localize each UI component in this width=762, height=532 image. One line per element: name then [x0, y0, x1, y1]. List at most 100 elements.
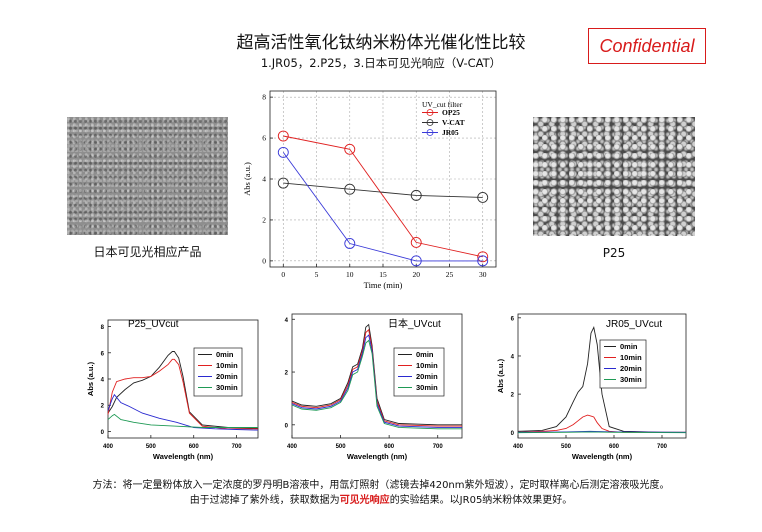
sem-image-vcat: [67, 117, 228, 235]
x-tick-label: 25: [446, 270, 454, 279]
data-point-jr05: [344, 238, 356, 249]
data-point-op25: [277, 130, 289, 142]
sem-caption-p25: P25: [602, 246, 626, 260]
legend-label-jr05: JR05: [442, 128, 459, 137]
x-tick-label: 10: [346, 270, 354, 279]
data-point-op25: [477, 251, 489, 263]
x-axis-label: Time (min): [364, 280, 403, 290]
x-axis-label: Wavelength (nm): [153, 452, 214, 461]
x-tick-label: 400: [513, 444, 524, 450]
data-point-v-cat: [344, 183, 356, 195]
x-tick-label: 600: [384, 444, 395, 450]
series-line-20min: [291, 334, 462, 428]
x-tick-label: 15: [379, 270, 387, 279]
x-axis-label: Wavelength (nm): [572, 452, 633, 461]
jr05-spectrum-chart: 400 500 600 700 0 2 4 6 Wavelength (nm) Abs (a.u.…: [496, 313, 687, 461]
series-line-v-cat: [283, 182, 483, 198]
y-tick-label: 2: [262, 215, 266, 224]
legend-marker-op25: [426, 109, 434, 116]
legend-label-30min: 30min: [620, 375, 642, 384]
legend-label-20min: 20min: [620, 364, 642, 373]
legend-marker-v-cat: [426, 119, 434, 126]
sem-caption-vcat: 日本可见光相应产品: [93, 245, 202, 259]
slide-title: 超高活性氧化钛纳米粉体光催化性比较: [236, 33, 526, 53]
y-axis-label: Abs (a.u.): [242, 162, 252, 196]
legend-label-30min: 30min: [216, 383, 238, 392]
legend-label-20min: 20min: [416, 372, 438, 381]
conclusion-pre: 由于过滤掉了紫外线，获取数据为: [189, 495, 340, 506]
data-point-jr05: [277, 146, 289, 158]
data-point-op25: [344, 143, 356, 155]
slide-subtitle: 1.JR05，2.P25，3.日本可见光响应（V-CAT）: [260, 56, 502, 70]
x-tick-label: 400: [287, 444, 298, 450]
y-tick-label: 6: [101, 351, 105, 357]
x-tick-label: 500: [561, 444, 572, 450]
y-tick-label: 4: [511, 354, 515, 360]
conclusion-post: 的实验结果。以JR05纳米粉体效果更好。: [389, 495, 573, 506]
series-line-10min: [291, 328, 462, 427]
legend-label-30min: 30min: [416, 383, 438, 392]
y-axis-label: Abs (a.u.): [86, 361, 95, 396]
series-line-30min: [517, 431, 687, 434]
y-tick-label: 2: [285, 371, 289, 377]
y-tick-label: 4: [101, 378, 105, 384]
x-tick-label: 500: [146, 444, 157, 450]
legend-title: UV_cut filter: [422, 100, 463, 109]
method-text: 方法：将一定量粉体放入一定浓度的罗丹明B溶液中，用氙灯照射（滤镜去掉420nm紫…: [92, 480, 670, 491]
series-line-0min: [517, 326, 686, 433]
data-point-jr05: [477, 255, 489, 267]
x-tick-label: 400: [103, 444, 114, 450]
legend-label-0min: 0min: [620, 342, 638, 351]
legend-label-20min: 20min: [216, 372, 238, 381]
data-point-v-cat: [277, 177, 289, 189]
legend-label-10min: 10min: [620, 353, 642, 362]
y-tick-label: 6: [262, 134, 266, 143]
x-tick-label: 600: [609, 444, 620, 450]
y-tick-label: 0: [262, 256, 266, 265]
conclusion-highlight: 可见光响应: [339, 495, 390, 506]
y-tick-label: 4: [262, 175, 266, 184]
vcat-spectrum-chart: 400 500 600 700 0 2 4 Wavelength (nm) 日本_UVcut 0m…: [285, 313, 463, 461]
confidential-stamp: Confidential: [588, 28, 706, 64]
y-tick-label: 0: [285, 423, 289, 429]
y-tick-label: 0: [511, 431, 515, 437]
sem-image-p25: [533, 117, 695, 236]
series-line-0min: [107, 351, 259, 429]
p25-spectrum-chart: 400 500 600 700 0 2 4 6 8 Wavelength (nm) Abs (a.u…: [86, 319, 259, 461]
data-point-v-cat: [410, 189, 422, 201]
abs-vs-time-chart: 0 5 10 15 20 25 30 0 2 4 6 8 Time (min) Abs (a.u.) UV_…: [242, 90, 497, 290]
legend-label-10min: 10min: [216, 361, 238, 370]
y-tick-label: 4: [285, 318, 289, 324]
series-line-30min: [107, 413, 258, 428]
series-line-op25: [283, 135, 483, 258]
y-tick-label: 6: [511, 316, 515, 322]
chart-title: JR05_UVcut: [606, 319, 662, 330]
x-tick-label: 700: [232, 444, 243, 450]
x-tick-label: 5: [315, 270, 319, 279]
x-axis-label: Wavelength (nm): [347, 452, 408, 461]
x-tick-label: 0: [281, 270, 285, 279]
series-line-30min: [291, 339, 462, 430]
y-tick-label: 2: [101, 404, 105, 410]
legend-marker-jr05: [426, 129, 434, 136]
x-tick-label: 20: [412, 270, 420, 279]
chart-title: P25_UVcut: [128, 319, 179, 330]
plot-frame: [517, 313, 687, 439]
series-line-20min: [107, 393, 259, 431]
x-tick-label: 600: [189, 444, 200, 450]
series-line-jr05: [282, 152, 483, 262]
y-tick-label: 2: [511, 393, 515, 399]
y-tick-label: 8: [101, 325, 105, 331]
legend-label-0min: 0min: [216, 350, 234, 359]
y-tick-label: 8: [262, 93, 266, 102]
series-line-10min: [517, 414, 686, 433]
data-point-v-cat: [477, 191, 489, 203]
conclusion-text: 由于过滤掉了紫外线，获取数据为可见光响应的实验结果。以JR05纳米粉体效果更好。: [0, 491, 762, 506]
y-tick-label: 0: [101, 430, 105, 436]
x-tick-label: 700: [433, 444, 444, 450]
series-line-10min: [107, 358, 258, 430]
legend-label-op25: OP25: [442, 108, 460, 117]
plot-frame: [291, 313, 463, 439]
series-line-0min: [291, 323, 462, 426]
x-tick-label: 500: [336, 444, 347, 450]
